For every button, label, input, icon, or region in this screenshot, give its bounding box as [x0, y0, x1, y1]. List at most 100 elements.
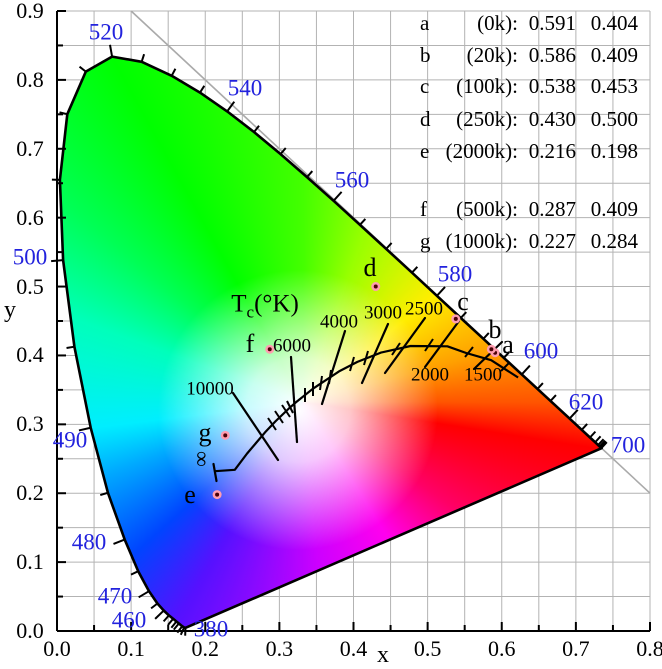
isotherm-tick	[267, 417, 277, 431]
isotherm-line	[360, 322, 390, 385]
y-tick-label: 0.8	[16, 66, 44, 92]
x-tick-label: 0.2	[191, 636, 220, 661]
row-y: 0.409	[590, 197, 638, 221]
cct-label: 3000	[364, 302, 402, 324]
isotherm-line	[289, 355, 299, 444]
row-cct: (0k):	[477, 11, 518, 35]
isotherm-line	[231, 391, 280, 462]
axis-title-y: y	[4, 297, 16, 323]
point-letter-d: d	[363, 253, 377, 282]
row-y: 0.198	[590, 139, 638, 163]
wavelength-tick	[130, 570, 139, 576]
wavelength-tick	[66, 345, 75, 349]
isotherm-tick	[328, 369, 332, 385]
row-x: 0.538	[528, 74, 576, 98]
row-cct: (2000k):	[445, 139, 518, 163]
table-row: e (2000k): 0.216 0.198	[420, 139, 638, 164]
point-letter-c: c	[457, 287, 469, 316]
point-letter-b: b	[488, 315, 502, 344]
wavelength-tick	[598, 439, 606, 448]
row-letter: b	[420, 43, 431, 67]
x-tick-label: 0.7	[562, 636, 590, 661]
isotherm-line	[423, 319, 461, 369]
row-letter: d	[420, 107, 431, 131]
point-dot-e	[215, 492, 220, 497]
point-dot-c	[453, 316, 458, 321]
wavelength-label: 520	[88, 19, 124, 45]
wavelength-tick	[568, 409, 579, 420]
row-y: 0.453	[590, 74, 638, 98]
row-x: 0.586	[528, 43, 576, 67]
y-tick-label: 0.7	[16, 135, 44, 161]
isotherm-tick	[500, 362, 510, 372]
wavelength-label: 600	[523, 338, 559, 364]
isotherm-line	[472, 340, 504, 371]
row-letter: f	[420, 197, 427, 221]
x-tick-label: 0.4	[339, 636, 368, 661]
wavelength-tick	[589, 430, 597, 439]
wavelength-tick	[279, 147, 287, 155]
row-x: 0.430	[528, 107, 576, 131]
y-tick-label: 0.0	[16, 618, 44, 643]
wavelength-tick	[138, 590, 150, 599]
row-x: 0.216	[528, 139, 576, 163]
y-tick-label: 0.6	[16, 204, 44, 230]
y-tick-label: 0.3	[16, 411, 44, 437]
x-tick-label: 0.0	[43, 636, 71, 661]
wavelength-tick	[154, 609, 165, 620]
x-tick-label: 0.5	[413, 636, 442, 661]
wavelength-tick	[173, 622, 180, 631]
wavelength-tick	[113, 538, 126, 545]
table-row: c (100k): 0.538 0.453	[420, 74, 638, 99]
wavelength-tick	[140, 53, 146, 63]
cct-label: 4000	[320, 311, 358, 333]
wavelength-tick	[176, 625, 183, 634]
point-letter-a: a	[502, 330, 514, 359]
y-tick-label: 0.5	[16, 273, 44, 299]
wavelength-tick	[600, 441, 608, 449]
row-y: 0.409	[590, 43, 638, 67]
wavelength-label: 580	[437, 261, 473, 287]
row-x: 0.227	[528, 229, 576, 253]
wavelength-tick	[167, 618, 174, 626]
wavelength-tick	[78, 65, 87, 73]
point-dot-g	[223, 433, 228, 438]
isotherm-tick	[391, 342, 401, 356]
wavelength-tick	[482, 332, 490, 340]
point-dot-f	[267, 347, 272, 352]
isotherm-tick	[349, 356, 355, 372]
wavelength-label: 540	[227, 75, 263, 101]
wavelength-tick	[179, 627, 185, 636]
x-tick-label: 0.3	[265, 636, 294, 661]
point-dot-b	[489, 347, 494, 352]
wavelength-tick	[536, 382, 544, 390]
isotherm-tick	[424, 338, 434, 352]
wavelength-tick	[78, 426, 91, 432]
wavelength-tick	[503, 351, 511, 359]
row-cct: (250k):	[456, 107, 518, 131]
y-tick-label: 0.9	[16, 0, 44, 23]
point-letter-e: e	[184, 480, 196, 509]
wavelength-label: 470	[97, 583, 133, 609]
wavelength-tick	[385, 242, 393, 250]
planckian-locus	[214, 344, 519, 473]
wavelength-tick	[170, 68, 177, 77]
wavelength-tick	[332, 191, 343, 202]
row-letter: e	[420, 139, 430, 163]
table-row: g (1000k): 0.227 0.284	[420, 229, 638, 254]
table-row: a (0k): 0.591 0.404	[420, 11, 638, 36]
wavelength-tick	[460, 311, 467, 319]
wavelength-label: 560	[334, 167, 370, 193]
table-row: f (500k): 0.287 0.409	[420, 197, 638, 222]
table-row: d (250k): 0.430 0.500	[420, 107, 638, 132]
wavelength-tick	[150, 602, 159, 610]
row-y: 0.284	[590, 229, 638, 253]
wavelength-label: 480	[71, 529, 107, 555]
wavelength-tick	[199, 85, 206, 94]
wavelength-tick	[594, 435, 602, 443]
isotherm-tick	[286, 400, 294, 414]
table-row: b (20k): 0.586 0.409	[420, 43, 638, 68]
